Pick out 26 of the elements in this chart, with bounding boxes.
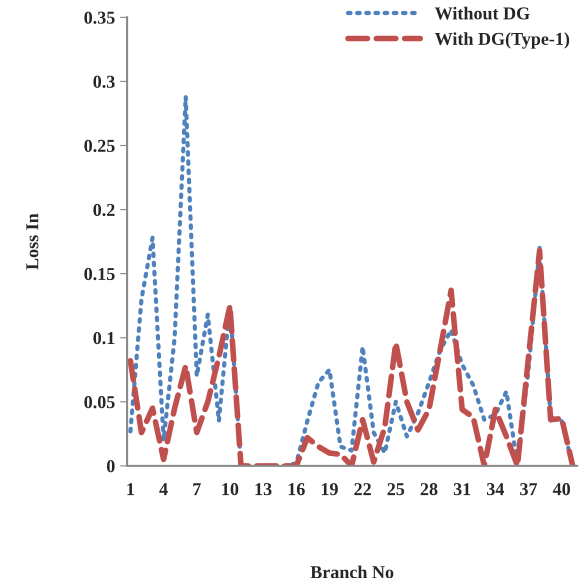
legend-label: Without DG <box>434 6 530 20</box>
y-tick-label: 0.3 <box>93 76 115 88</box>
x-axis-title: Branch No <box>310 566 394 578</box>
x-tick-label: 28 <box>420 483 438 496</box>
y-tick-label: 0.15 <box>84 268 115 280</box>
y-tick-label: 0.05 <box>84 396 115 408</box>
x-tick-label: 19 <box>322 483 338 496</box>
x-tick-label: 31 <box>454 483 470 496</box>
x-tick-label: 13 <box>256 483 272 496</box>
x-tick-label: 16 <box>288 483 305 496</box>
x-tick-label: 10 <box>222 483 238 496</box>
x-tick-label: 25 <box>388 483 404 496</box>
x-tick-label: 4 <box>159 483 168 496</box>
y-tick-label: 0.35 <box>84 12 115 24</box>
y-axis-title: Loss In <box>26 214 38 270</box>
x-tick-label: 7 <box>193 483 201 496</box>
x-tick-label: 40 <box>552 483 570 496</box>
legend-label: With DG(Type-1) <box>434 32 570 49</box>
x-tick-label: 37 <box>520 483 538 496</box>
x-tick-label: 34 <box>486 483 504 496</box>
y-tick-label: 0.25 <box>84 140 115 152</box>
x-tick-label: 22 <box>354 483 371 496</box>
y-tick-label: 0.2 <box>93 204 115 216</box>
y-tick-label: 0 <box>106 460 115 472</box>
y-tick-label: 0.1 <box>93 332 114 344</box>
x-tick-label: 1 <box>127 483 134 496</box>
